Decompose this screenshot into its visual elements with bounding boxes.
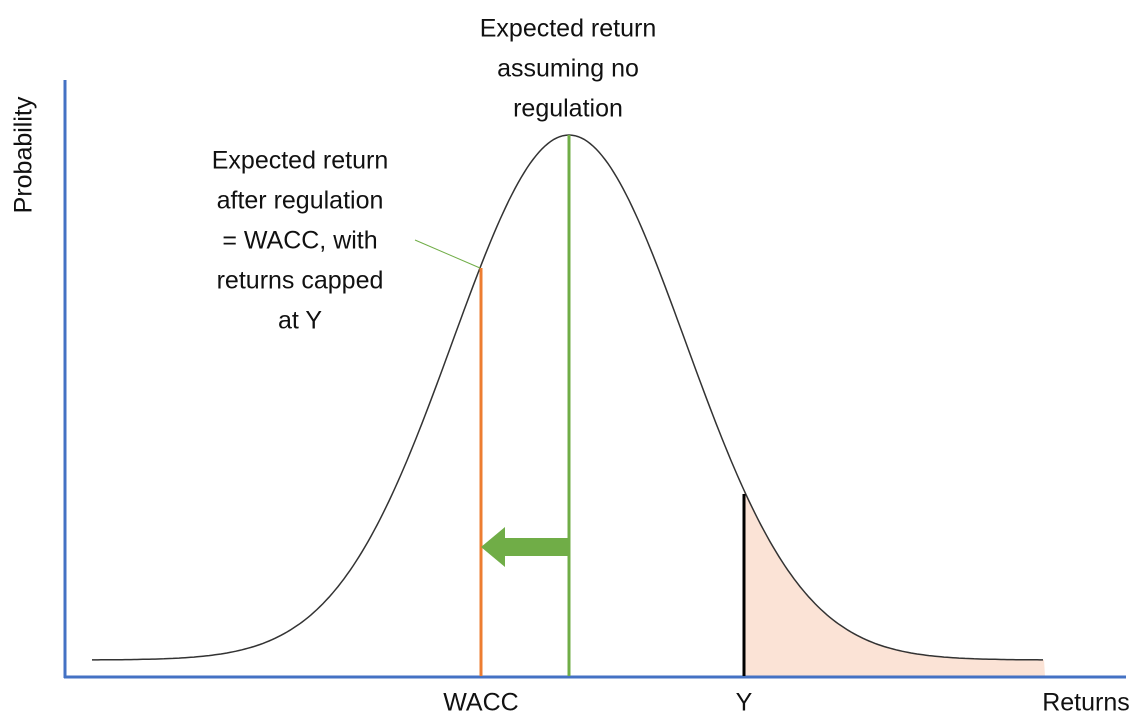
marker-label: Y bbox=[736, 689, 753, 713]
annotation-line: Expected return bbox=[212, 147, 389, 175]
capped-area bbox=[744, 490, 1045, 676]
annotation-line: after regulation bbox=[217, 187, 384, 215]
annotation-line: = WACC, with bbox=[222, 227, 377, 255]
annotation-line: Expected return bbox=[480, 15, 657, 43]
x-axis-label: Returns bbox=[1042, 689, 1130, 713]
leader-line bbox=[414, 239, 481, 269]
marker-label: WACC bbox=[443, 689, 518, 713]
annotation-line: at Y bbox=[278, 307, 322, 335]
annotation-line: regulation bbox=[513, 95, 623, 123]
y-axis-label: Probability bbox=[10, 96, 38, 213]
annotation-line: assuming no bbox=[497, 55, 639, 83]
annotation-line: returns capped bbox=[217, 267, 384, 295]
shift-arrow bbox=[481, 527, 569, 567]
